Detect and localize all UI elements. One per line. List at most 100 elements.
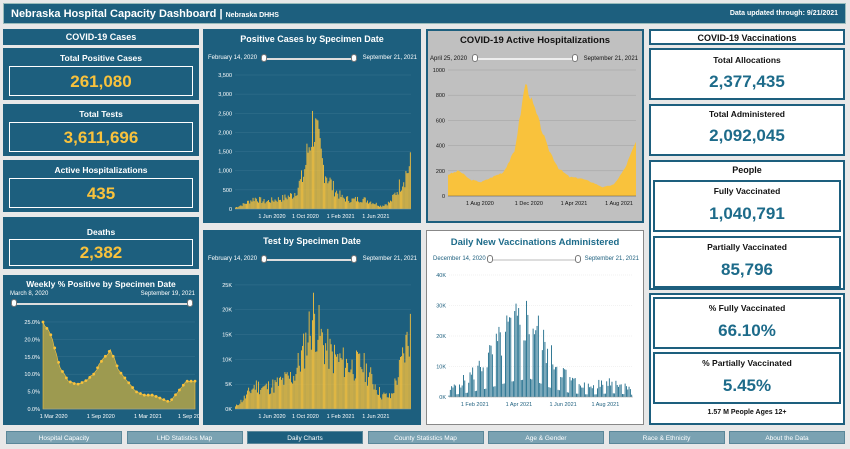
alloc-value: 2,377,435 (709, 72, 785, 91)
data-point (131, 386, 135, 389)
slider-end-handle[interactable] (572, 54, 578, 62)
data-bar (342, 347, 344, 409)
y-tick-label: 0.0% (27, 407, 40, 413)
data-bar (308, 147, 310, 209)
hosp-date-slider[interactable] (472, 54, 578, 63)
data-bar (269, 202, 270, 209)
active-hosp-value: 435 (86, 184, 116, 203)
y-tick-label: 3,500 (218, 73, 232, 79)
nav-button-age-gender[interactable]: Age & Gender (488, 431, 604, 444)
data-bar (307, 152, 309, 209)
data-bar (359, 353, 361, 409)
data-bar (341, 194, 343, 209)
y-tick-label: 10.0% (24, 372, 40, 378)
y-tick-label: 1000 (433, 68, 445, 74)
slider-start-handle[interactable] (487, 255, 493, 263)
data-bar (255, 380, 257, 409)
data-bar (298, 365, 300, 409)
data-bar (251, 201, 253, 209)
total-tests-label: Total Tests (79, 109, 123, 119)
fully-vaccinated-card: Fully Vaccinated 1,040,791 (653, 180, 841, 232)
data-bar (270, 393, 272, 409)
nav-button-race-ethnicity[interactable]: Race & Ethnicity (608, 431, 725, 444)
data-bar (341, 359, 343, 409)
data-bar (253, 384, 255, 409)
data-bar (240, 399, 242, 409)
data-bar (291, 193, 292, 209)
data-bar (266, 389, 268, 409)
data-bar (290, 193, 291, 209)
slider-end-handle[interactable] (351, 255, 357, 263)
data-bar (302, 345, 303, 409)
data-bar (323, 164, 324, 209)
data-bar (364, 381, 366, 409)
data-bar (363, 353, 365, 409)
nav-button-about-the-data[interactable]: About the Data (729, 431, 845, 444)
data-bar (386, 205, 388, 209)
data-bar (358, 353, 360, 409)
x-tick-label: 1 Jun 2021 (549, 402, 576, 408)
data-bar (235, 406, 236, 409)
data-point (123, 376, 127, 380)
data-bar (268, 199, 269, 209)
data-bar (384, 394, 386, 409)
pos-date-slider[interactable] (261, 54, 357, 63)
nav-button-hospital-capacity[interactable]: Hospital Capacity (6, 431, 122, 444)
data-bar (352, 198, 354, 209)
dashboard-subtitle: Nebraska DHHS (225, 11, 279, 19)
data-bar (352, 374, 354, 409)
data-bar (375, 202, 377, 209)
data-point (45, 326, 49, 330)
data-bar (280, 199, 281, 209)
tests-date-slider[interactable] (261, 255, 357, 264)
data-point (72, 382, 76, 385)
data-bar (292, 198, 294, 209)
data-bar (408, 166, 410, 209)
nav-button-daily-charts[interactable]: Daily Charts (247, 431, 363, 444)
tests-end-date: September 21, 2021 (362, 256, 417, 262)
slider-start-handle[interactable] (261, 255, 267, 263)
data-bar (347, 363, 349, 409)
x-tick-label: 1 Aug 2021 (605, 201, 633, 207)
data-bar (241, 206, 243, 209)
data-bar (252, 197, 254, 209)
slider-start-handle[interactable] (261, 54, 267, 62)
weekly-date-slider[interactable] (11, 299, 193, 308)
slider-end-handle[interactable] (351, 54, 357, 62)
data-bar (293, 375, 295, 409)
active-hosp-card: Active Hospitalizations 435 (3, 160, 199, 212)
data-bar (391, 393, 393, 409)
data-bar (353, 198, 355, 209)
pct-group: % Fully Vaccinated 66.10% % Partially Va… (649, 293, 845, 425)
data-bar (340, 358, 342, 409)
slider-end-handle[interactable] (575, 255, 581, 263)
data-bar (392, 194, 394, 209)
deaths-card: Deaths 2,382 (3, 217, 199, 269)
data-bar (396, 192, 398, 209)
data-bar (271, 197, 273, 209)
weekly-start-date: March 8, 2020 (10, 291, 49, 297)
data-bar (319, 138, 321, 209)
slider-end-handle[interactable] (187, 299, 193, 307)
data-bar (249, 391, 251, 409)
nav-button-county-statistics-map[interactable]: County Statistics Map (367, 431, 484, 444)
data-bar (314, 313, 316, 409)
data-bar (346, 196, 347, 209)
data-point (41, 320, 45, 324)
data-bar (400, 357, 401, 409)
data-bar (314, 141, 316, 209)
data-bar (254, 389, 256, 409)
data-point (84, 379, 88, 383)
slider-start-handle[interactable] (472, 54, 478, 62)
data-bar (242, 400, 244, 409)
data-bar (326, 177, 328, 209)
data-bar (279, 377, 280, 409)
data-bar (288, 378, 290, 409)
nav-button-lhd-statistics-map[interactable]: LHD Statistics Map (126, 431, 243, 444)
slider-start-handle[interactable] (11, 299, 17, 307)
data-bar (320, 328, 322, 409)
dvax-date-slider[interactable] (487, 255, 581, 264)
data-point (154, 395, 158, 398)
data-bar (330, 179, 332, 209)
data-bar (320, 148, 322, 209)
